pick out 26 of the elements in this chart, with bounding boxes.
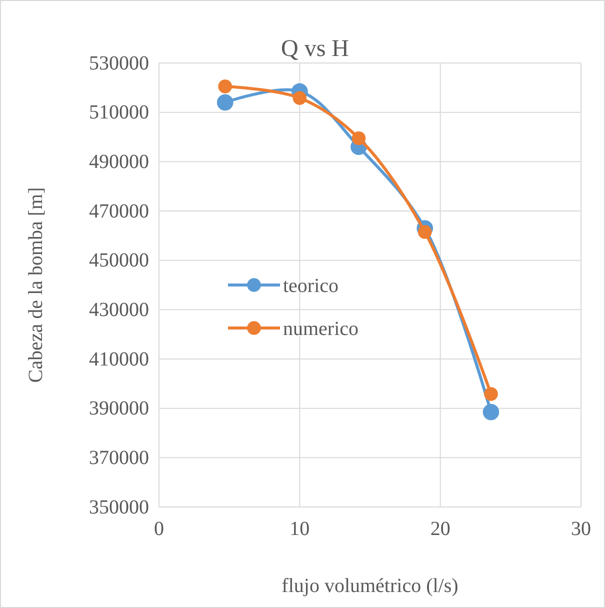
x-axis-title: flujo volumétrico (l/s) [282,575,458,597]
point [482,404,500,420]
y-tick-label: 510000 [89,102,149,124]
y-tick-label: 470000 [89,200,149,222]
x-tick-label: 0 [154,518,164,540]
y-tick-label: 450000 [89,250,149,272]
x-tick-label: 20 [430,518,450,540]
point [292,91,307,105]
y-tick-label: 430000 [89,299,149,322]
y-tick-label: 490000 [89,151,149,174]
y-tick-label: 370000 [89,447,149,470]
chart-title: Q vs H [280,36,350,62]
legend-label: numerico [283,318,359,340]
y-tick-label: 410000 [89,348,149,370]
y-tick-label: 350000 [89,496,149,518]
point [218,80,232,94]
point [484,387,498,401]
y-tick-label: 530000 [89,52,149,74]
point [352,131,366,146]
point [216,94,234,111]
y-tick-label: 390000 [89,398,149,420]
x-tick-label: 30 [571,518,591,540]
x-tick-label: 10 [290,518,310,540]
legend-label: teorico [283,275,339,297]
point [418,225,432,239]
y-axis-title: Cabeza de la bomba [m] [25,187,47,383]
